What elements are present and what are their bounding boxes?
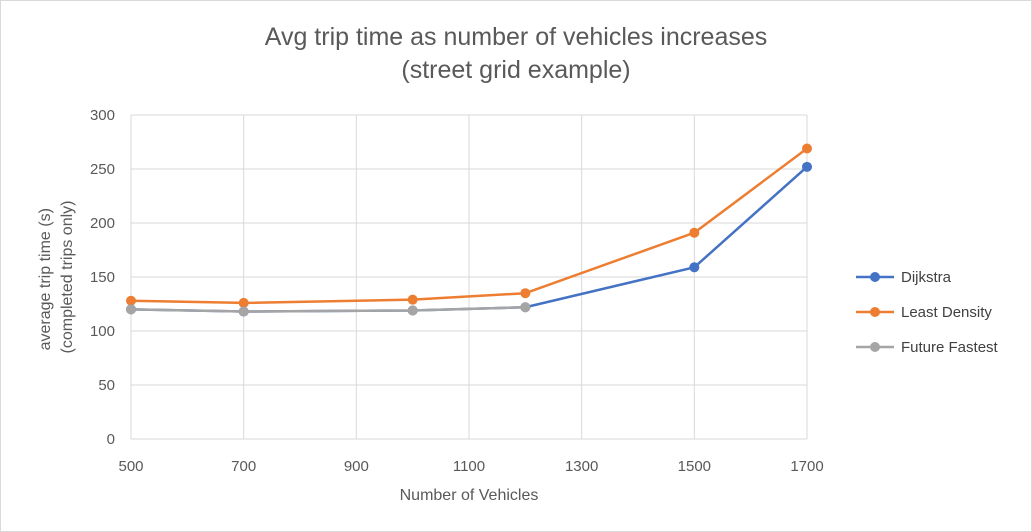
x-tick-label: 1700 <box>790 458 823 475</box>
data-point-least-density <box>407 294 418 305</box>
chart-title: Avg trip time as number of vehicles incr… <box>1 21 1031 87</box>
y-tick-label: 150 <box>90 269 115 286</box>
data-point-future-fastest <box>520 302 531 313</box>
x-axis-title: Number of Vehicles <box>400 487 539 504</box>
y-tick-label: 250 <box>90 161 115 178</box>
y-axis-title-line-1: average trip time (s) <box>37 208 54 350</box>
legend-marker-dijkstra <box>870 272 880 282</box>
y-tick-label: 200 <box>90 215 115 232</box>
chart-title-line-2: (street grid example) <box>401 56 631 84</box>
x-tick-label: 1300 <box>565 458 598 475</box>
x-tick-label: 500 <box>118 458 143 475</box>
legend-label-dijkstra: Dijkstra <box>901 269 952 286</box>
y-tick-label: 50 <box>98 377 115 394</box>
data-point-future-fastest <box>407 305 418 316</box>
data-point-least-density <box>238 297 249 308</box>
x-axis-ticks: 500 700 900 1100 1300 1500 1700 <box>118 458 823 475</box>
legend-label-least-density: Least Density <box>901 304 992 321</box>
series-group <box>126 143 812 317</box>
x-tick-label: 1500 <box>678 458 711 475</box>
data-point-least-density <box>520 288 531 299</box>
data-point-least-density <box>126 295 136 306</box>
y-tick-label: 300 <box>90 107 115 124</box>
y-tick-label: 0 <box>107 431 115 448</box>
data-point-dijkstra <box>689 262 700 273</box>
data-point-least-density <box>802 143 812 154</box>
series-line-future-fastest <box>130 305 526 313</box>
legend-label-future-fastest: Future Fastest <box>901 339 999 356</box>
y-axis-title-line-2: (completed trips only) <box>59 201 76 354</box>
y-tick-label: 100 <box>90 323 115 340</box>
data-point-future-fastest <box>238 306 249 317</box>
legend: Dijkstra Least Density Future Fastest <box>856 269 999 356</box>
legend-marker-future-fastest <box>870 342 880 352</box>
gridlines <box>130 114 808 439</box>
y-axis-title: average trip time (s) (completed trips o… <box>37 201 76 354</box>
legend-marker-least-density <box>870 307 880 317</box>
series-line-least-density <box>130 147 808 305</box>
data-point-least-density <box>689 227 700 238</box>
chart-title-line-1: Avg trip time as number of vehicles incr… <box>264 23 768 51</box>
y-axis-ticks: 0 50 100 150 200 250 300 <box>90 107 115 448</box>
data-point-future-fastest <box>126 304 136 315</box>
x-tick-label: 1100 <box>453 458 485 475</box>
x-tick-label: 700 <box>231 458 256 475</box>
data-point-dijkstra <box>802 161 812 172</box>
x-tick-label: 900 <box>344 458 369 475</box>
